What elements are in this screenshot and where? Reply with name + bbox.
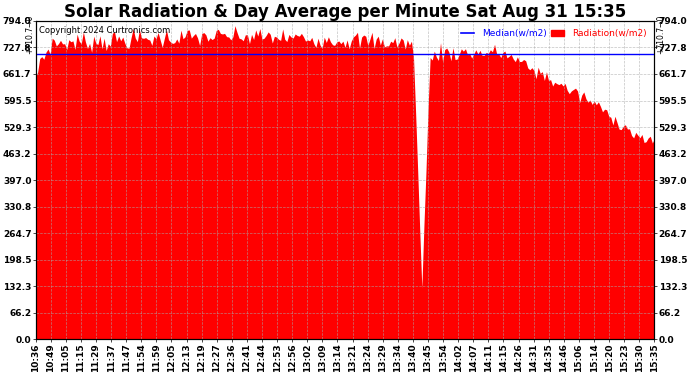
Legend: Median(w/m2), Radiation(w/m2): Median(w/m2), Radiation(w/m2) (457, 26, 650, 42)
Text: +710.7→0: +710.7→0 (656, 15, 665, 54)
Text: Copyright 2024 Curtronics.com: Copyright 2024 Curtronics.com (39, 26, 170, 35)
Text: +710.7→0: +710.7→0 (25, 15, 34, 54)
Title: Solar Radiation & Day Average per Minute Sat Aug 31 15:35: Solar Radiation & Day Average per Minute… (64, 3, 626, 21)
